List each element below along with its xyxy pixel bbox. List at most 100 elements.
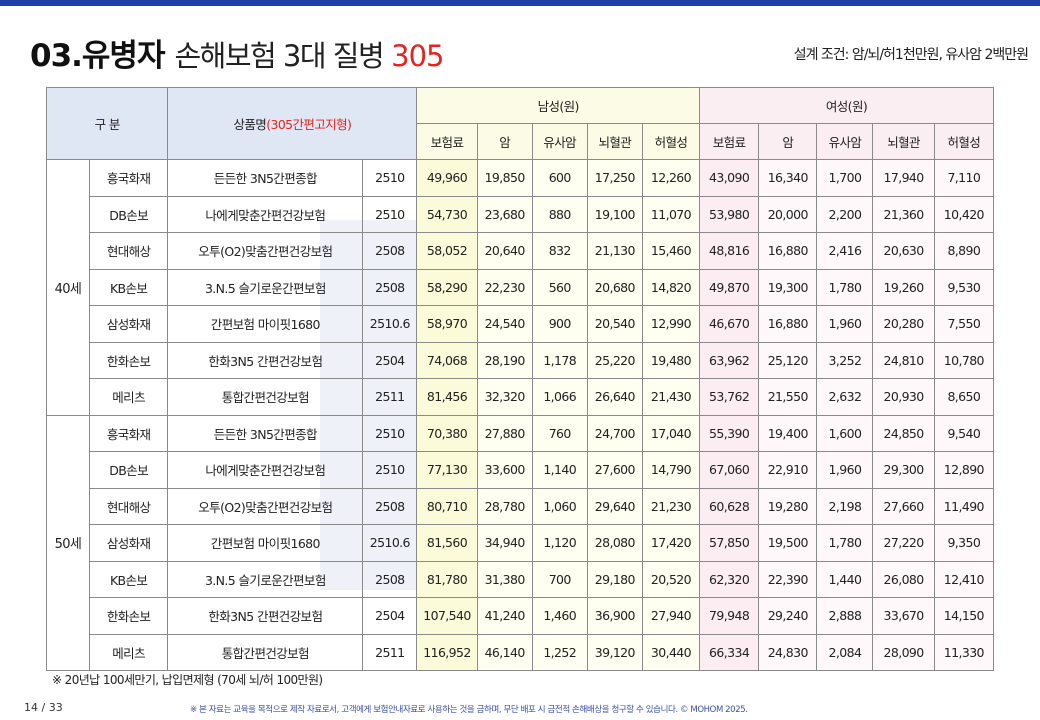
version-cell: 2508 — [362, 560, 418, 598]
page-indicator: 14 / 33 — [24, 701, 63, 714]
male-cerebro-cell: 39,120 — [586, 633, 643, 671]
table-row: 현대해상 오투(O2)맞춤간편건강보험 2508 58,052 20,640 832 21,… — [47, 232, 995, 270]
male-premium-cell: 116,952 — [416, 633, 478, 671]
table-row: KB손보 3.N.5 슬기로운간편보험 2508 81,780 31,380 700 29,… — [47, 560, 995, 598]
female-minor-cancer-cell: 2,200 — [816, 195, 874, 233]
female-minor-cancer-cell: 1,440 — [816, 560, 874, 598]
version-cell: 2511 — [362, 633, 418, 671]
female-cerebro-cell: 17,940 — [872, 159, 935, 197]
female-premium-cell: 63,962 — [699, 341, 760, 379]
header-male-premium: 보험료 — [416, 123, 478, 160]
table-row: 40세 흥국화재 든든한 3N5간편종합 2510 49,960 19,850 600 17,… — [46, 159, 995, 416]
table-row: 50세 흥국화재 든든한 3N5간편종합 2510 70,380 27,880 760 24,… — [46, 414, 995, 671]
company-cell: 한화손보 — [88, 597, 169, 635]
female-minor-cancer-cell: 1,700 — [816, 159, 874, 197]
male-cancer-cell: 22,230 — [476, 268, 533, 306]
product-cell: 든든한 3N5간편종합 — [167, 159, 364, 197]
disclaimer: ※ 본 자료는 교육을 목적으로 제작 자료로서, 고객에게 보험안내자료로 사… — [190, 705, 748, 715]
header-male-cerebro: 뇌혈관 — [586, 123, 643, 160]
male-premium-cell: 58,970 — [416, 305, 478, 343]
version-cell: 2508 — [362, 268, 418, 306]
male-minor-cancer-cell: 600 — [531, 159, 588, 197]
table-row: 한화손보 한화3N5 간편건강보험 2504 74,068 28,190 1,178 25,… — [47, 341, 995, 379]
male-ischemic-cell: 12,990 — [641, 305, 701, 343]
company-cell: 한화손보 — [88, 341, 169, 379]
page-title: 03.유병자 손해보험 3대 질병 305 — [30, 30, 445, 74]
female-cerebro-cell: 20,630 — [872, 232, 935, 270]
female-cerebro-cell: 26,080 — [872, 560, 935, 598]
male-minor-cancer-cell: 1,060 — [531, 487, 588, 525]
header-male-cancer: 암 — [476, 123, 533, 160]
company-cell: DB손보 — [88, 195, 169, 233]
male-cerebro-cell: 27,600 — [586, 451, 643, 489]
header-male: 남성(원) — [416, 87, 701, 124]
male-cancer-cell: 20,640 — [476, 232, 533, 270]
top-accent-bar — [0, 0, 1040, 6]
female-premium-cell: 62,320 — [699, 560, 760, 598]
male-cerebro-cell: 28,080 — [586, 524, 643, 562]
version-cell: 2510 — [362, 414, 418, 452]
female-cerebro-cell: 21,360 — [872, 195, 935, 233]
female-cerebro-cell: 24,850 — [872, 414, 935, 452]
male-premium-cell: 80,710 — [416, 487, 478, 525]
female-minor-cancer-cell: 1,960 — [816, 451, 874, 489]
male-cancer-cell: 46,140 — [476, 633, 533, 671]
design-condition: 설계 조건: 암/뇌/허1천만원, 유사암 2백만원 — [793, 47, 1029, 63]
product-cell: 나에게맞춘간편건강보험 — [167, 451, 364, 489]
male-minor-cancer-cell: 1,120 — [531, 524, 588, 562]
version-cell: 2510 — [362, 451, 418, 489]
male-premium-cell: 81,560 — [416, 524, 478, 562]
male-cerebro-cell: 20,540 — [586, 305, 643, 343]
male-ischemic-cell: 21,430 — [641, 378, 701, 416]
male-cerebro-cell: 24,700 — [586, 414, 643, 452]
male-ischemic-cell: 17,420 — [641, 524, 701, 562]
table-body: 40세 흥국화재 든든한 3N5간편종합 2510 49,960 19,850 600 17,… — [46, 159, 995, 671]
female-ischemic-cell: 9,530 — [933, 268, 995, 306]
footnote: ※ 20년납 100세만기, 납입면제형 (70세 뇌/허 100만원) — [52, 673, 323, 687]
female-ischemic-cell: 9,540 — [933, 414, 995, 452]
page-current: 14 — [24, 701, 38, 714]
male-ischemic-cell: 11,070 — [641, 195, 701, 233]
male-minor-cancer-cell: 1,460 — [531, 597, 588, 635]
female-premium-cell: 55,390 — [699, 414, 760, 452]
female-ischemic-cell: 9,350 — [933, 524, 995, 562]
male-cerebro-cell: 21,130 — [586, 232, 643, 270]
male-premium-cell: 81,780 — [416, 560, 478, 598]
product-cell: 통합간편건강보험 — [167, 633, 364, 671]
female-ischemic-cell: 7,110 — [933, 159, 995, 197]
male-minor-cancer-cell: 560 — [531, 268, 588, 306]
male-cancer-cell: 41,240 — [476, 597, 533, 635]
company-cell: 메리츠 — [88, 378, 169, 416]
male-premium-cell: 49,960 — [416, 159, 478, 197]
female-minor-cancer-cell: 2,632 — [816, 378, 874, 416]
company-cell: 현대해상 — [88, 487, 169, 525]
female-cancer-cell: 25,120 — [758, 341, 818, 379]
table-row: 삼성화재 간편보험 마이핏1680 2510.6 81,560 34,940 1,120 2… — [47, 524, 995, 562]
male-cerebro-cell: 36,900 — [586, 597, 643, 635]
male-premium-cell: 58,290 — [416, 268, 478, 306]
male-cerebro-cell: 29,180 — [586, 560, 643, 598]
header-female-ischemic: 허혈성 — [933, 123, 995, 160]
female-cancer-cell: 16,880 — [758, 232, 818, 270]
female-premium-cell: 48,816 — [699, 232, 760, 270]
table-row: DB손보 나에게맞춘간편건강보험 2510 54,730 23,680 880 19,100… — [47, 195, 995, 233]
female-ischemic-cell: 12,410 — [933, 560, 995, 598]
female-minor-cancer-cell: 1,780 — [816, 524, 874, 562]
title-main: 03.유병자 — [30, 38, 165, 74]
header-female: 여성(원) — [699, 87, 994, 124]
male-minor-cancer-cell: 1,066 — [531, 378, 588, 416]
header-male-minor-cancer: 유사암 — [531, 123, 588, 160]
male-minor-cancer-cell: 880 — [531, 195, 588, 233]
page-separator: / — [41, 701, 46, 714]
male-minor-cancer-cell: 760 — [531, 414, 588, 452]
male-ischemic-cell: 19,480 — [641, 341, 701, 379]
version-cell: 2504 — [362, 341, 418, 379]
male-ischemic-cell: 21,230 — [641, 487, 701, 525]
female-premium-cell: 49,870 — [699, 268, 760, 306]
male-cancer-cell: 19,850 — [476, 159, 533, 197]
female-cancer-cell: 21,550 — [758, 378, 818, 416]
version-cell: 2510 — [362, 195, 418, 233]
male-cerebro-cell: 29,640 — [586, 487, 643, 525]
female-ischemic-cell: 14,150 — [933, 597, 995, 635]
company-cell: DB손보 — [88, 451, 169, 489]
